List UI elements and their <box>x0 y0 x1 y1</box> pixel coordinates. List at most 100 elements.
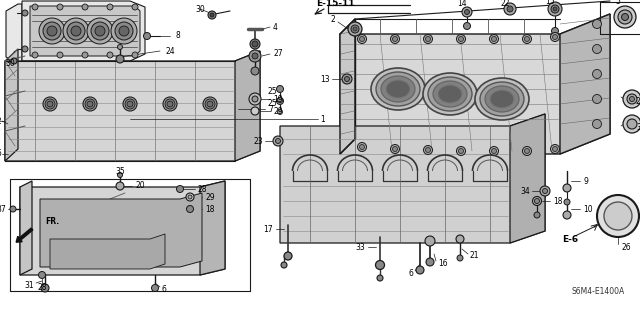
Circle shape <box>540 186 550 196</box>
Circle shape <box>22 10 28 16</box>
Circle shape <box>614 6 636 28</box>
Circle shape <box>83 97 97 111</box>
Text: 18: 18 <box>553 197 563 205</box>
Circle shape <box>132 52 138 58</box>
Circle shape <box>465 10 470 14</box>
Circle shape <box>534 212 540 218</box>
Text: 19: 19 <box>273 94 283 103</box>
Circle shape <box>392 146 397 152</box>
Circle shape <box>132 4 138 10</box>
Circle shape <box>87 101 93 107</box>
Circle shape <box>348 22 362 36</box>
Circle shape <box>119 26 129 36</box>
Circle shape <box>548 2 562 16</box>
Circle shape <box>284 252 292 260</box>
Circle shape <box>456 34 465 43</box>
Circle shape <box>188 195 192 199</box>
Ellipse shape <box>485 86 519 112</box>
Ellipse shape <box>423 73 477 115</box>
Ellipse shape <box>376 72 420 106</box>
Circle shape <box>424 145 433 154</box>
Text: 30: 30 <box>195 4 205 13</box>
Circle shape <box>532 197 541 205</box>
Circle shape <box>251 67 259 75</box>
Circle shape <box>249 50 261 62</box>
Text: 36: 36 <box>0 150 2 159</box>
Text: E-15-11: E-15-11 <box>316 0 355 8</box>
Circle shape <box>358 34 367 43</box>
Circle shape <box>390 145 399 153</box>
Circle shape <box>91 22 109 40</box>
Ellipse shape <box>428 77 472 111</box>
Circle shape <box>462 7 472 17</box>
Polygon shape <box>5 49 18 161</box>
Circle shape <box>353 27 357 31</box>
Circle shape <box>351 25 359 33</box>
Circle shape <box>45 99 55 109</box>
Circle shape <box>125 99 135 109</box>
Circle shape <box>456 235 464 243</box>
Text: 16: 16 <box>438 258 447 268</box>
Circle shape <box>492 149 497 153</box>
Circle shape <box>552 146 557 152</box>
Circle shape <box>456 146 465 155</box>
Circle shape <box>205 99 215 109</box>
Circle shape <box>82 52 88 58</box>
Circle shape <box>278 98 282 102</box>
Circle shape <box>392 36 397 41</box>
Text: 22: 22 <box>636 97 640 106</box>
Circle shape <box>426 258 434 266</box>
Circle shape <box>534 198 540 204</box>
Polygon shape <box>6 4 22 64</box>
Text: 33: 33 <box>355 242 365 251</box>
Circle shape <box>87 18 113 44</box>
Circle shape <box>47 26 57 36</box>
Circle shape <box>186 193 194 201</box>
Circle shape <box>525 149 529 153</box>
Text: 35: 35 <box>115 167 125 175</box>
Text: 5: 5 <box>616 0 620 6</box>
Circle shape <box>43 22 61 40</box>
Circle shape <box>426 36 431 41</box>
Circle shape <box>165 99 175 109</box>
Text: 10: 10 <box>583 204 593 213</box>
Text: 26: 26 <box>622 242 632 251</box>
Circle shape <box>57 52 63 58</box>
Circle shape <box>522 146 531 155</box>
Text: 14: 14 <box>457 0 467 9</box>
Circle shape <box>281 262 287 268</box>
Text: 17: 17 <box>264 225 273 234</box>
Circle shape <box>344 77 349 81</box>
Circle shape <box>203 97 217 111</box>
Text: 32: 32 <box>0 116 2 125</box>
Circle shape <box>623 90 640 108</box>
Circle shape <box>550 145 559 153</box>
Text: 18: 18 <box>205 204 214 213</box>
Text: 8: 8 <box>175 32 180 41</box>
Text: 15: 15 <box>545 0 555 6</box>
Text: 22: 22 <box>500 0 509 8</box>
Text: 27: 27 <box>273 49 283 58</box>
Circle shape <box>552 27 559 34</box>
Circle shape <box>275 138 280 144</box>
Circle shape <box>85 99 95 109</box>
Text: 37: 37 <box>0 204 6 213</box>
Circle shape <box>39 18 65 44</box>
Text: 25: 25 <box>268 100 277 108</box>
Circle shape <box>623 115 640 133</box>
Circle shape <box>593 44 602 54</box>
Circle shape <box>458 149 463 153</box>
Circle shape <box>490 146 499 155</box>
Circle shape <box>207 101 213 107</box>
Circle shape <box>593 19 602 28</box>
Circle shape <box>593 94 602 103</box>
Circle shape <box>358 143 367 152</box>
Circle shape <box>276 85 284 93</box>
Circle shape <box>22 46 28 52</box>
Circle shape <box>11 58 17 64</box>
Text: 21: 21 <box>470 251 479 261</box>
Text: 25: 25 <box>268 87 277 97</box>
Circle shape <box>376 261 385 270</box>
Circle shape <box>107 4 113 10</box>
Polygon shape <box>560 14 610 154</box>
